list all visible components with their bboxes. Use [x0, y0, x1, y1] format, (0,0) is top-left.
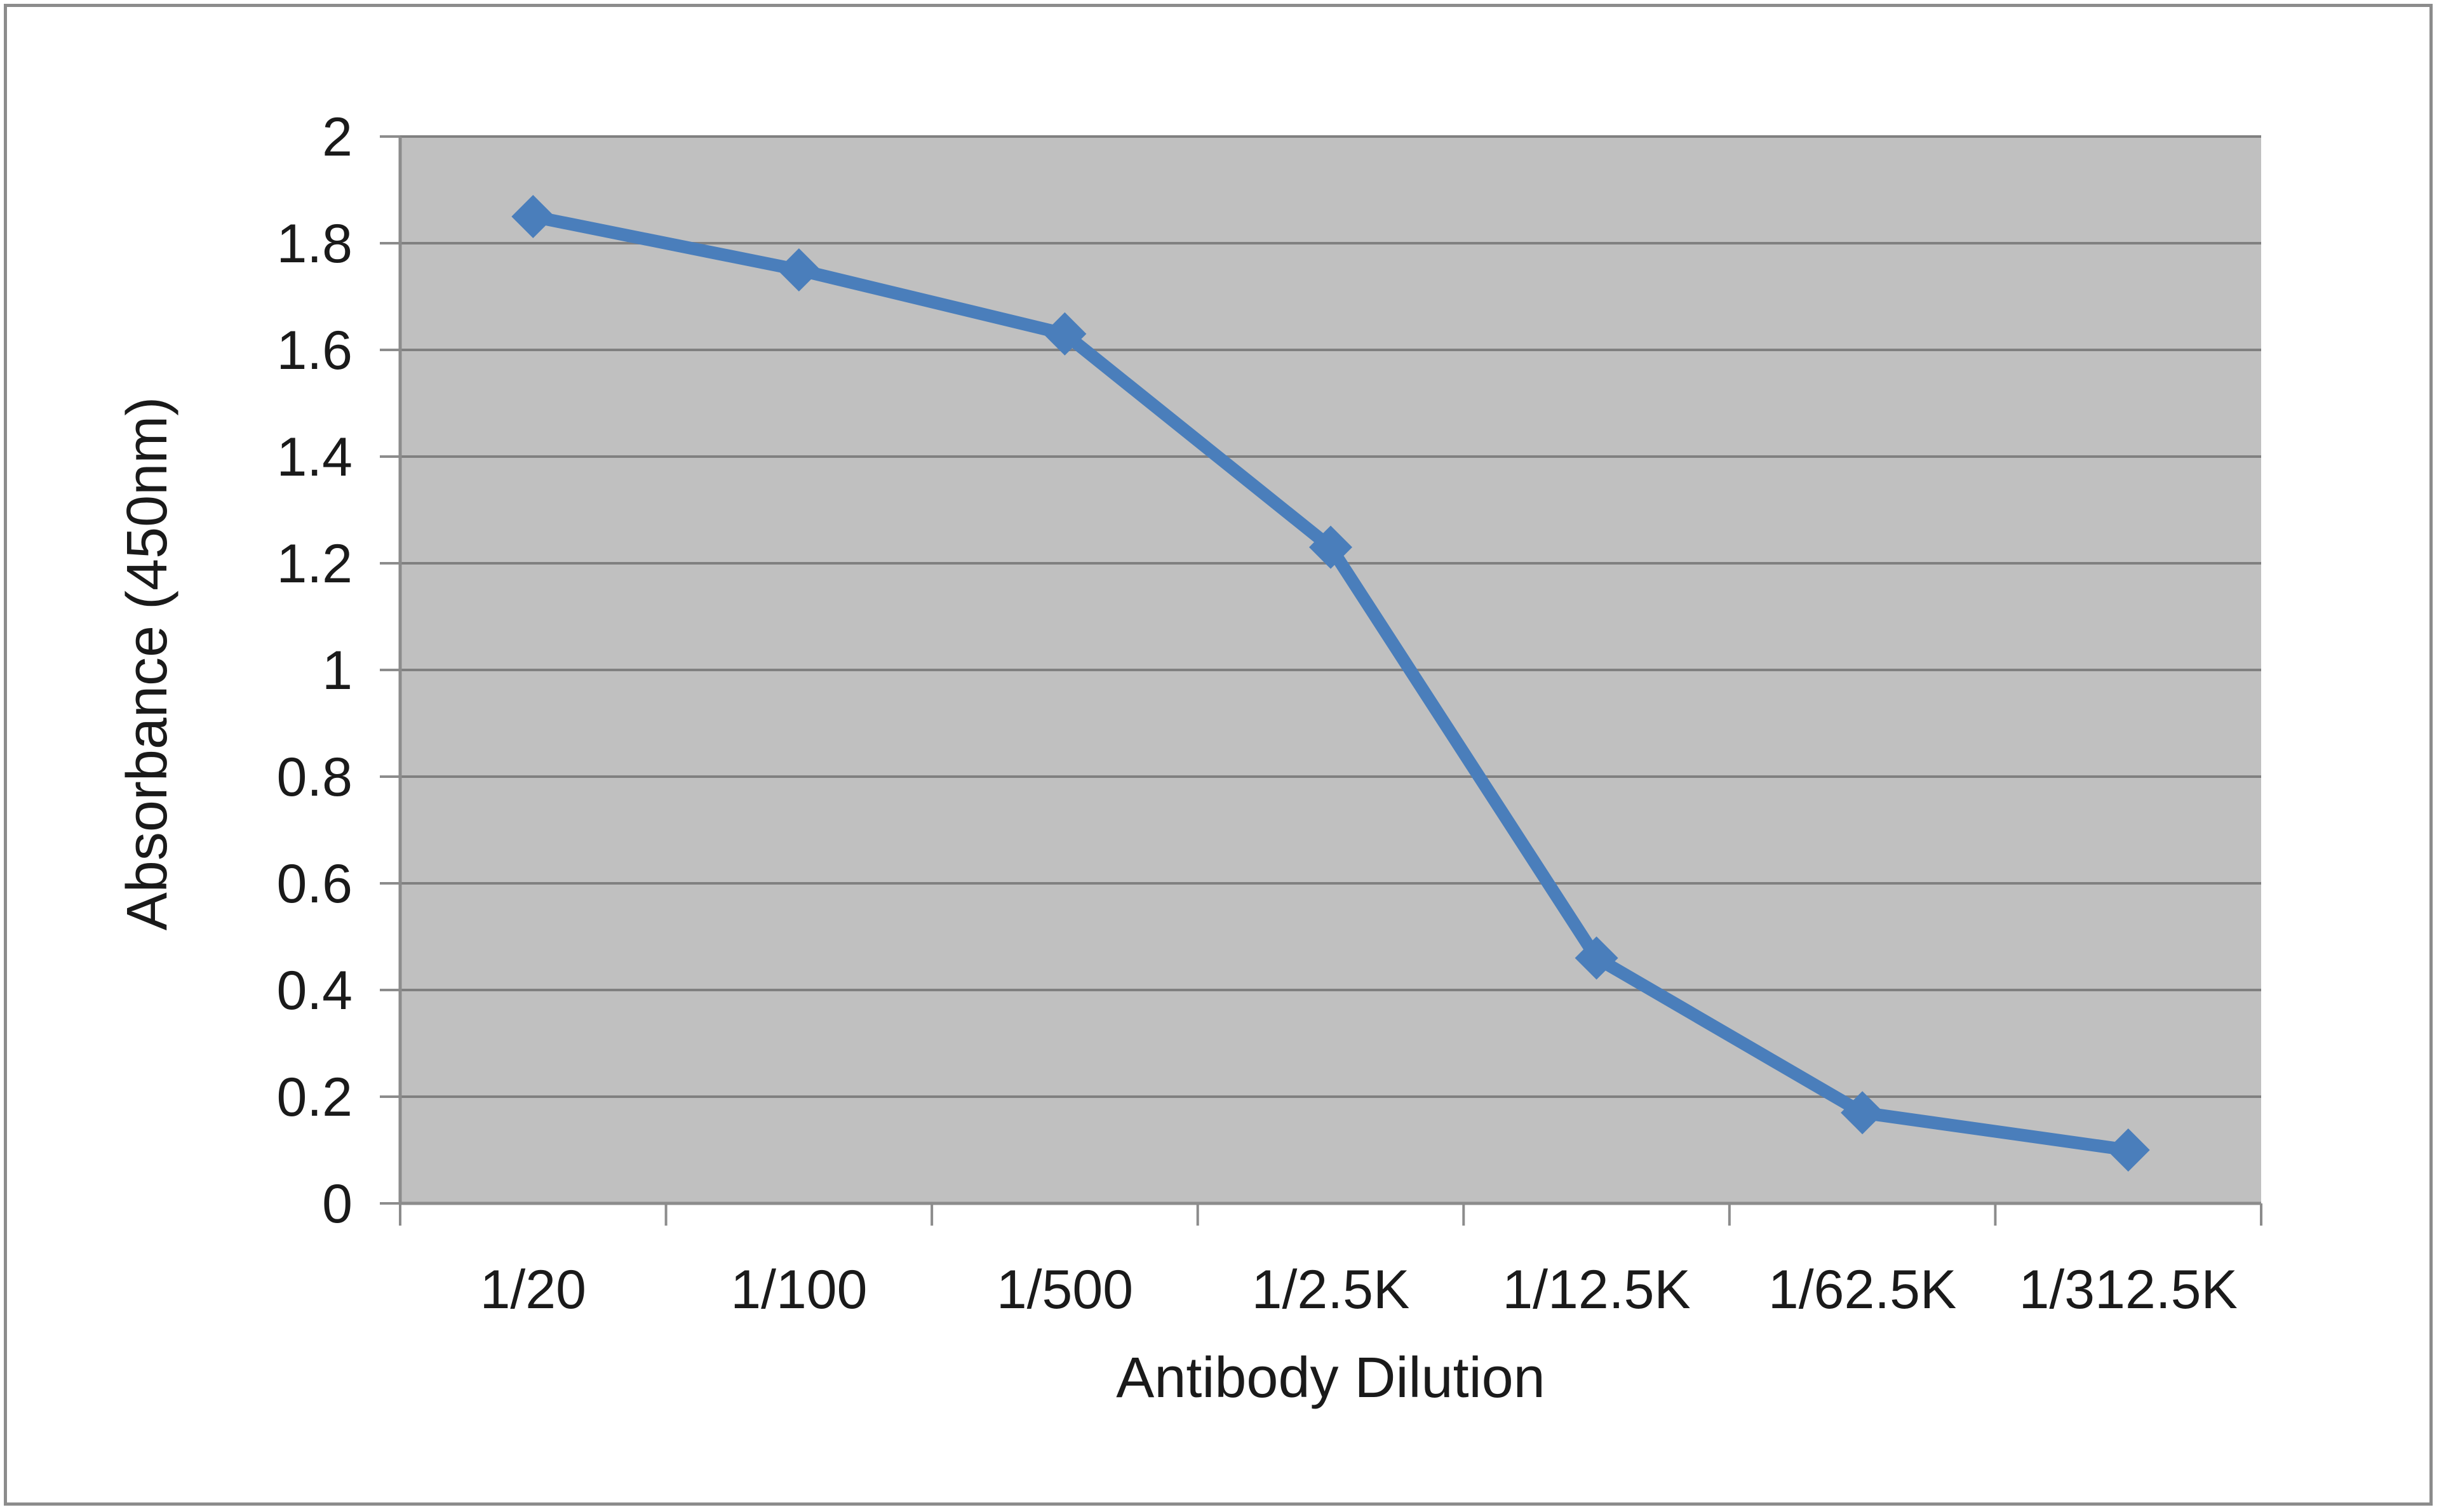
- y-tick-label: 0.6: [276, 853, 353, 914]
- data-point: [1575, 936, 1618, 980]
- x-tick-label: 1/100: [730, 1259, 867, 1320]
- y-tick-label: 1: [322, 640, 353, 701]
- y-tick-labels: 0 0.2 0.4 0.6 0.8 1 1.2 1.4 1.6 1.8 2: [276, 107, 353, 1234]
- x-tick-label: 1/2.5K: [1252, 1259, 1410, 1320]
- y-tick-label: 0: [322, 1174, 353, 1234]
- x-tick-label: 1/12.5K: [1502, 1259, 1690, 1320]
- data-point: [511, 195, 555, 238]
- x-axis-title: Antibody Dilution: [1116, 1346, 1545, 1410]
- x-tick-label: 1/62.5K: [1768, 1259, 1956, 1320]
- x-tick-labels: 1/20 1/100 1/500 1/2.5K 1/12.5K 1/62.5K 1/312.…: [480, 1259, 2238, 1320]
- data-point: [777, 248, 821, 291]
- y-tick-label: 1.2: [276, 533, 353, 594]
- y-tick-label: 1.8: [276, 213, 353, 274]
- y-tick-label: 2: [322, 107, 353, 168]
- x-tick-label: 1/20: [480, 1259, 586, 1320]
- x-tick-label: 1/312.5K: [2019, 1259, 2238, 1320]
- axes: [380, 135, 2262, 1226]
- y-tick-label: 0.2: [276, 1067, 353, 1128]
- y-tick-label: 0.4: [276, 960, 353, 1021]
- y-tick-label: 0.8: [276, 747, 353, 808]
- data-point: [1309, 525, 1352, 569]
- data-point: [2106, 1128, 2150, 1172]
- y-tick-label: 1.6: [276, 320, 353, 381]
- data-point: [1841, 1091, 1885, 1135]
- y-tick-label: 1.4: [276, 427, 353, 488]
- x-tick-label: 1/500: [997, 1259, 1133, 1320]
- data-point: [1043, 312, 1087, 356]
- series-layer: [511, 195, 2150, 1172]
- y-axis-title: Absorbance (450nm): [116, 397, 179, 930]
